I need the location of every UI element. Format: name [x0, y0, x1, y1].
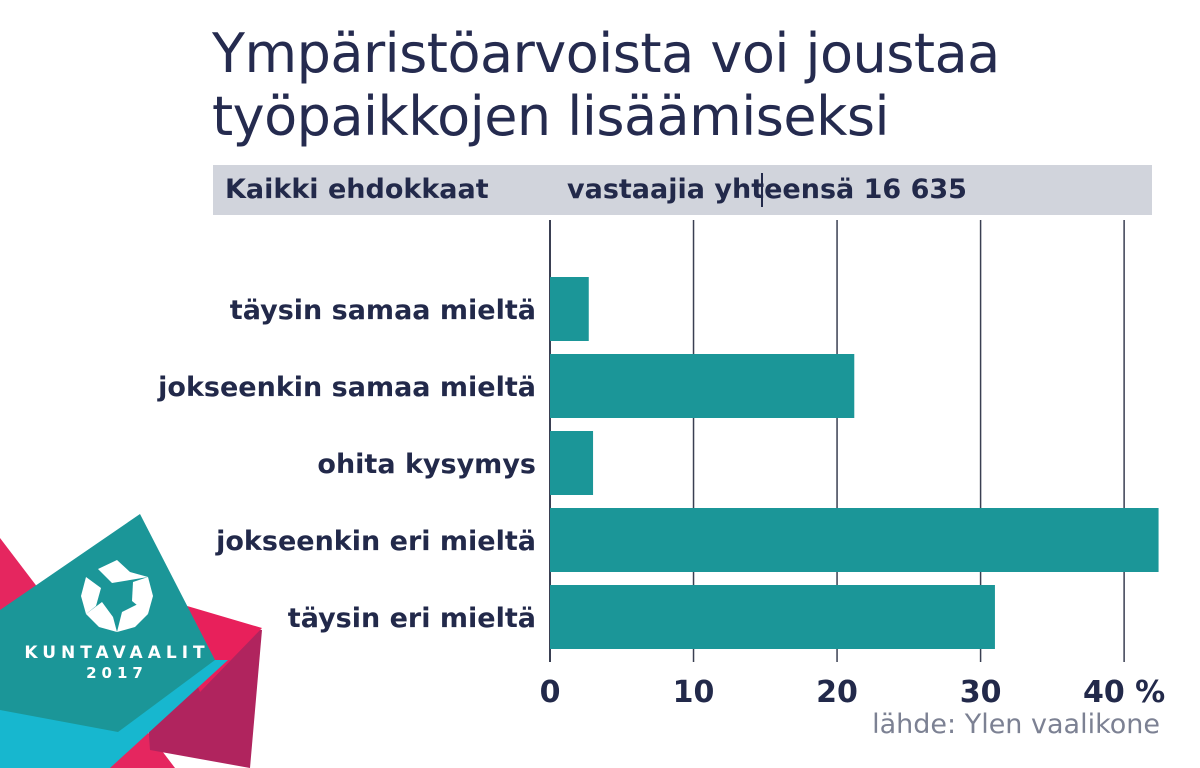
x-tick-label: 0	[540, 675, 561, 710]
bar	[550, 354, 855, 418]
category-label: täysin samaa mieltä	[230, 295, 536, 326]
respondent-group: Kaikki ehdokkaat	[225, 174, 489, 205]
category-label: jokseenkin eri mieltä	[215, 526, 536, 557]
category-label: täysin eri mieltä	[288, 603, 536, 634]
category-labels: täysin samaa mieltä jokseenkin samaa miel…	[157, 295, 536, 634]
bars	[550, 277, 1159, 649]
x-tick-label: 20	[816, 675, 858, 710]
logo-text-line-2: 2017	[86, 664, 148, 682]
x-tick-label: 10	[673, 675, 715, 710]
star-icon	[81, 560, 153, 632]
logo-text-line-1: KUNTAVAALIT	[24, 643, 209, 663]
subheader-separator	[761, 173, 763, 207]
bar	[550, 585, 995, 649]
bar	[550, 508, 1159, 572]
category-label: ohita kysymys	[317, 449, 536, 480]
chart-title-line-1: Ympäristöarvoista voi joustaa	[212, 22, 1000, 85]
source-note: lähde: Ylen vaalikone	[872, 709, 1160, 740]
category-label: jokseenkin samaa mieltä	[157, 372, 536, 403]
subheader-band: Kaikki ehdokkaat vastaajia yhteensä 16 6…	[213, 165, 1152, 215]
x-tick-label: 40 %	[1083, 675, 1165, 710]
chart-title-line-2: työpaikkojen lisäämiseksi	[212, 85, 890, 148]
bar	[550, 277, 589, 341]
x-tick-labels: 0 10 20 30 40 %	[540, 675, 1166, 710]
x-tick-label: 30	[960, 675, 1002, 710]
kuntavaalit-logo: KUNTAVAALIT 2017	[0, 514, 262, 768]
respondent-count: vastaajia yhteensä 16 635	[567, 174, 967, 205]
chart-title: Ympäristöarvoista voi joustaa työpaikkoj…	[212, 22, 1172, 148]
bar	[550, 431, 594, 495]
